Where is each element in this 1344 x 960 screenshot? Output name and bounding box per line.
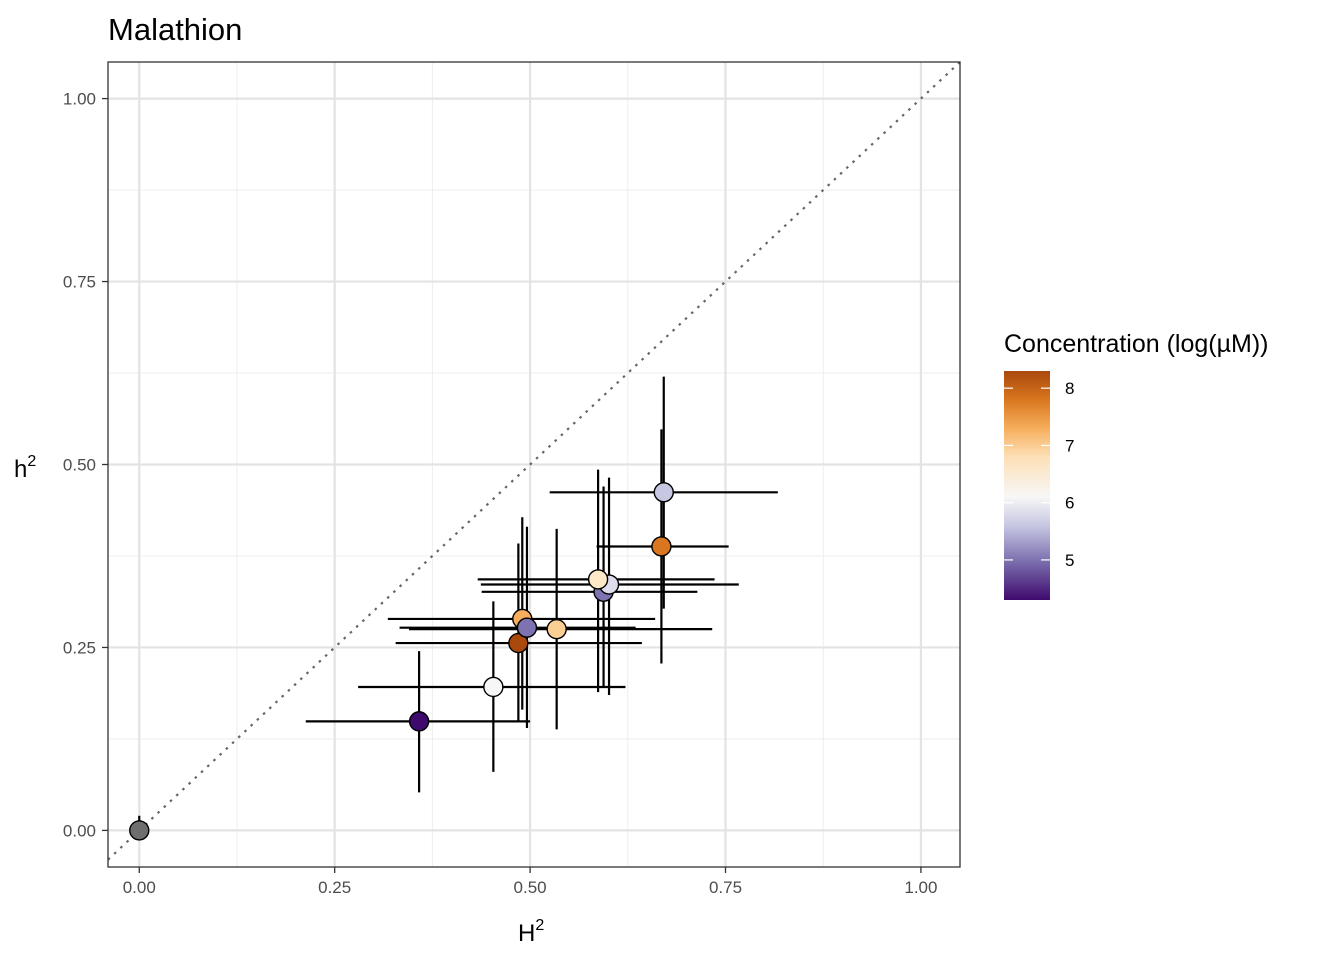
reference-line-layer (107, 61, 961, 861)
error-bars (138, 376, 778, 838)
y-axis-title-superscript: 2 (27, 453, 36, 470)
y-tick-label: 0.00 (63, 821, 96, 840)
x-axis-title-base: H (518, 920, 535, 947)
legend-colorbar (1004, 371, 1050, 600)
legend-tick-label: 7 (1065, 436, 1074, 455)
legend-ticks: 5 6 7 8 (1004, 379, 1074, 570)
data-point-9 (587, 569, 609, 590)
x-axis-title-superscript: 2 (535, 917, 544, 934)
x-tick-label: 1.00 (904, 878, 937, 897)
data-point-10 (651, 536, 672, 557)
data-points (129, 482, 674, 841)
data-point-6 (546, 618, 567, 640)
grid (108, 62, 960, 867)
legend-tick-label: 8 (1065, 379, 1074, 398)
legend-tick-label: 5 (1065, 551, 1074, 570)
y-tick-label: 0.25 (63, 638, 96, 657)
x-tick-label: 0.50 (514, 878, 547, 897)
y-tick-label: 0.75 (63, 273, 96, 292)
chart-title: Malathion (108, 12, 242, 47)
y-tick-label: 1.00 (63, 90, 96, 109)
y-axis-title-base: h (14, 456, 27, 483)
data-point-11 (653, 482, 674, 503)
data-point-3 (508, 632, 529, 654)
y-tick-label: 0.50 (63, 456, 96, 475)
data-point-0 (129, 820, 150, 841)
data-point-2 (483, 676, 504, 698)
x-tick-label: 0.75 (709, 878, 742, 897)
x-tick-label: 0.00 (123, 878, 156, 897)
x-tick-label: 0.25 (318, 878, 351, 897)
legend: Concentration (log(µM)) 5 6 7 8 (1004, 330, 1269, 600)
x-axis-title: H2 (518, 917, 544, 947)
identity-reference-line (107, 61, 961, 861)
y-axis-title: h2 (14, 453, 36, 483)
legend-title: Concentration (log(µM)) (1004, 330, 1269, 358)
data-point-1 (408, 711, 430, 732)
legend-tick-label: 6 (1065, 494, 1074, 513)
axes: 0.00 0.25 0.50 0.75 1.00 0.00 0.25 0.50 0.75 1.00 (63, 90, 938, 897)
data-point-5 (516, 617, 538, 638)
